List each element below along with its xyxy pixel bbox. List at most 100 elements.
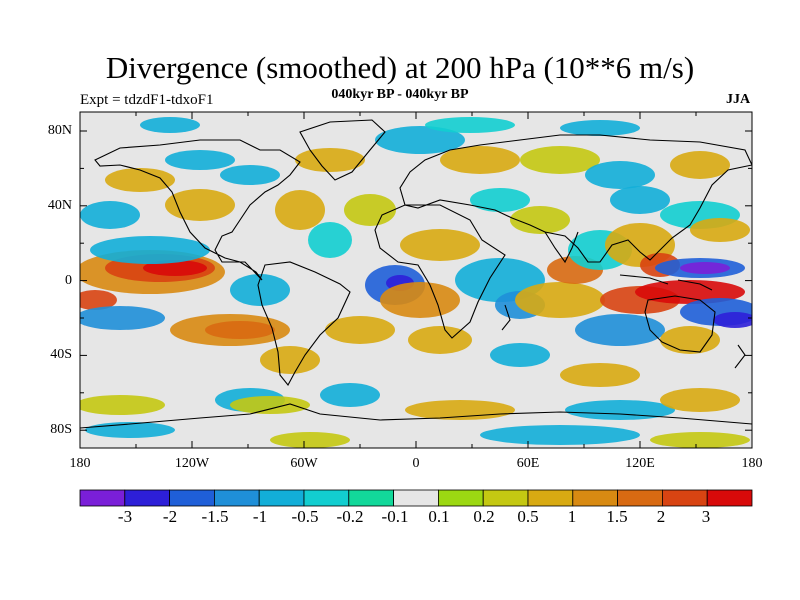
divergence-contour — [105, 168, 175, 192]
lat-label-80n: 80N — [47, 123, 72, 138]
coast-indonesia — [619, 274, 669, 285]
coast-india — [544, 231, 579, 264]
colorbar-label: 0.1 — [428, 507, 450, 526]
colorbar-label: -1.5 — [201, 507, 229, 526]
colorbar — [79, 489, 753, 507]
divergence-contours — [80, 117, 752, 448]
divergence-contour — [510, 206, 570, 234]
lon-label-120w: 120W — [174, 456, 210, 471]
divergence-contour — [560, 363, 640, 387]
colorbar-swatch — [348, 489, 394, 507]
coast-madagascar — [501, 304, 511, 331]
divergence-contour — [90, 236, 210, 264]
divergence-contour — [520, 146, 600, 174]
experiment-label: Expt = tdzdF1-tdxoF1 — [80, 92, 214, 108]
colorbar-label: -3 — [117, 507, 133, 526]
divergence-contour — [270, 432, 350, 448]
divergence-contour — [670, 151, 730, 179]
colorbar-swatch — [169, 489, 215, 507]
colorbar-label: 0.2 — [473, 507, 495, 526]
period-label: 040kyr BP - 040kyr BP — [331, 87, 469, 102]
colorbar-swatch — [482, 489, 529, 507]
lon-label-180w: 180 — [69, 456, 91, 471]
divergence-contour — [220, 165, 280, 185]
divergence-contour — [440, 146, 520, 174]
plot-title: Divergence (smoothed) at 200 hPa (10**6 … — [105, 50, 695, 85]
colorbar-swatch — [706, 489, 753, 507]
axis-ticks — [79, 112, 753, 448]
divergence-contour — [575, 314, 665, 346]
colorbar-label: -0.5 — [291, 507, 319, 526]
divergence-contour — [165, 189, 235, 221]
season-label: JJA — [726, 92, 751, 107]
coast-north-america — [94, 139, 301, 281]
colorbar-label: 1 — [567, 507, 577, 526]
lon-label-0: 0 — [412, 456, 420, 471]
divergence-contour — [680, 262, 730, 274]
colorbar-swatch — [572, 489, 618, 507]
coast-eurasia — [399, 134, 752, 263]
divergence-contour — [425, 117, 515, 133]
colorbar-label: 3 — [701, 507, 711, 526]
divergence-contour — [80, 201, 140, 229]
colorbar-swatch — [437, 489, 484, 507]
coast-new-guinea — [677, 279, 713, 291]
divergence-contour — [230, 396, 310, 414]
coastlines — [80, 119, 752, 429]
colorbar-label: 1.5 — [606, 507, 628, 526]
divergence-contour — [275, 190, 325, 230]
colorbar-swatch — [393, 489, 439, 507]
colorbar-swatch — [662, 489, 708, 507]
divergence-contour — [650, 432, 750, 448]
colorbar-swatch — [617, 489, 663, 507]
lon-label-60w: 60W — [290, 456, 318, 471]
divergence-contour — [344, 194, 396, 226]
colorbar-label: -2 — [162, 507, 178, 526]
divergence-contour — [325, 316, 395, 344]
divergence-contour — [375, 126, 465, 154]
divergence-contour — [660, 326, 720, 354]
divergence-contour — [480, 425, 640, 445]
colorbar-swatch — [124, 489, 171, 507]
colorbar-label: 2 — [656, 507, 666, 526]
coast-australia — [644, 295, 716, 353]
lon-label-180e: 180 — [741, 456, 763, 471]
lat-label-40n: 40N — [47, 198, 72, 213]
divergence-contour — [165, 150, 235, 170]
colorbar-label: -1 — [252, 507, 268, 526]
divergence-contour — [230, 274, 290, 306]
lat-label-40s: 40S — [50, 347, 72, 362]
divergence-contour — [320, 383, 380, 407]
colorbar-swatch — [213, 489, 260, 507]
colorbar-label: 0.5 — [517, 507, 539, 526]
divergence-contour — [610, 186, 670, 214]
coast-south-america — [257, 261, 351, 386]
divergence-contour — [585, 161, 655, 189]
divergence-contour — [80, 290, 117, 310]
lon-label-120e: 120E — [625, 456, 655, 471]
lat-label-80s: 80S — [50, 422, 72, 437]
colorbar-swatch — [79, 489, 126, 507]
coast-africa — [374, 204, 506, 339]
colorbar-label: -0.1 — [381, 507, 409, 526]
coast-greenland — [299, 119, 386, 181]
colorbar-swatch — [303, 489, 350, 507]
divergence-contour — [690, 218, 750, 242]
divergence-contour — [400, 229, 480, 261]
divergence-contour — [408, 326, 472, 354]
divergence-contour — [260, 346, 320, 374]
divergence-contour — [80, 395, 165, 415]
divergence-contour — [565, 400, 675, 420]
map-field — [80, 112, 752, 448]
colorbar-label: -0.2 — [336, 507, 364, 526]
divergence-contour — [380, 282, 460, 318]
divergence-contour — [143, 260, 207, 276]
divergence-contour — [470, 188, 530, 212]
divergence-contour — [560, 120, 640, 136]
divergence-contour — [308, 222, 352, 258]
colorbar-swatch — [527, 489, 574, 507]
divergence-contour — [205, 321, 275, 339]
colorbar-swatch — [258, 489, 305, 507]
coast-antarctica — [80, 403, 752, 429]
